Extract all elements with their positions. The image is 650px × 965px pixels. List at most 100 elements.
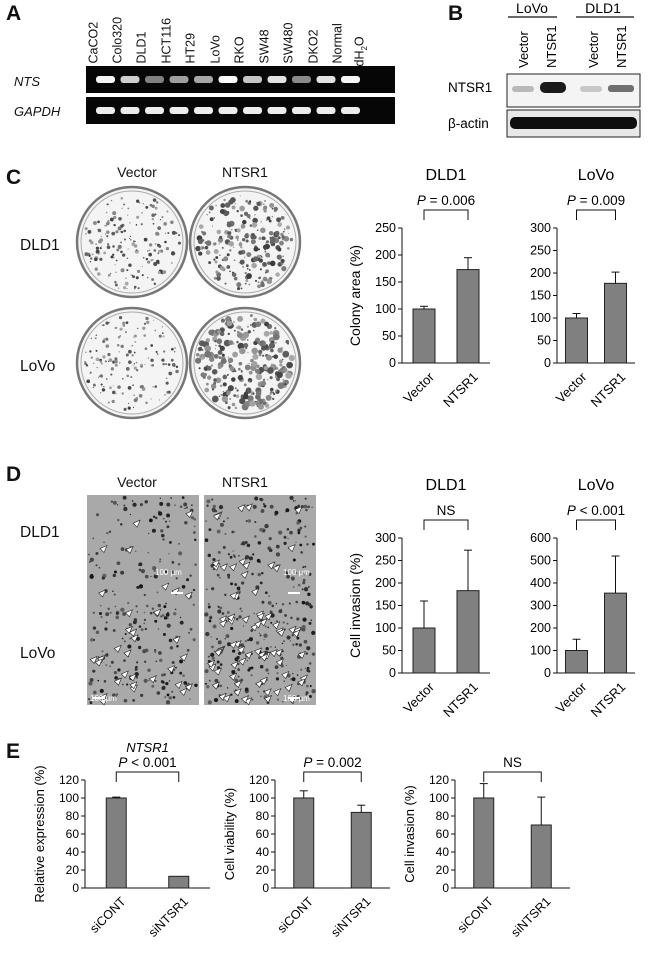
pore-dot	[155, 660, 158, 663]
pore-dot	[240, 543, 242, 545]
colony-dot	[286, 225, 290, 230]
colony-dot	[157, 249, 161, 253]
arrowhead-marker	[297, 678, 306, 687]
pore-dot	[110, 660, 114, 664]
pore-dot	[159, 501, 164, 506]
pore-dot	[215, 637, 219, 641]
colony-dot	[139, 385, 143, 389]
colony-dot	[211, 225, 214, 227]
pore-dot	[154, 679, 157, 683]
colony-dot	[131, 344, 134, 347]
colony-dot	[204, 350, 211, 358]
x-tick-label: NTSR1	[588, 679, 629, 720]
colony-dot	[106, 243, 110, 246]
colony-dot	[153, 249, 157, 252]
protein-label-ntsr1: NTSR1	[448, 80, 492, 95]
colony-dot	[95, 357, 100, 362]
y-tick-label: 250	[375, 554, 396, 568]
colony-dot	[118, 216, 122, 221]
pore-dot	[240, 643, 245, 647]
x-tick-label: siNTSR1	[508, 894, 553, 939]
pore-dot	[211, 645, 214, 649]
lane-label: DKO2	[306, 29, 321, 64]
colony-dot	[256, 201, 261, 207]
colony-dot	[112, 211, 117, 216]
colony-dot	[201, 246, 205, 249]
pore-dot	[310, 619, 313, 622]
colony-dot	[220, 318, 225, 323]
colony-dot	[265, 219, 268, 221]
colony-dot	[103, 338, 106, 341]
lane-label: SW48	[257, 29, 272, 64]
panel-letter-b: B	[448, 2, 464, 25]
colony-dot	[218, 356, 222, 360]
colony-dot	[127, 214, 129, 216]
pore-dot	[304, 565, 307, 568]
y-tick-label: 500	[530, 554, 551, 568]
pore-dot	[207, 553, 212, 558]
colony-dot	[168, 371, 173, 376]
band	[512, 86, 534, 92]
colony-dot	[157, 252, 160, 255]
colony-dot	[279, 363, 283, 367]
colony-dot	[126, 288, 128, 290]
y-tick-label: 20	[66, 863, 80, 877]
colony-dot	[271, 215, 274, 218]
colony-dot	[150, 259, 153, 262]
pore-dot	[290, 616, 293, 620]
colony-dot	[101, 324, 104, 326]
colony-dot	[135, 369, 139, 372]
colony-dot	[112, 385, 114, 387]
colony-dot	[138, 201, 141, 204]
lane-label: dH2O	[352, 36, 370, 67]
colony-dot	[123, 238, 127, 241]
pore-dot	[101, 576, 105, 580]
bar	[293, 797, 315, 889]
colony-dot	[88, 239, 92, 243]
pore-dot	[206, 685, 210, 689]
colony-dot	[94, 267, 98, 271]
arrowhead-marker	[148, 675, 157, 684]
pore-dot	[165, 612, 170, 617]
pore-dot	[268, 536, 272, 541]
pore-dot	[132, 698, 136, 702]
pore-dot	[251, 698, 254, 701]
pore-dot	[269, 504, 274, 509]
group-label-lovo: LoVo	[516, 0, 548, 16]
colony-dot	[104, 224, 107, 227]
colony-dot	[171, 230, 176, 235]
pore-dot	[282, 700, 284, 703]
pore-dot	[154, 619, 158, 623]
colony-dot	[247, 395, 254, 402]
pore-dot	[254, 521, 257, 524]
gel-band	[316, 76, 336, 83]
colony-dot	[276, 237, 278, 239]
pore-dot	[156, 591, 159, 594]
colony-dot	[238, 250, 243, 255]
pore-dot	[171, 561, 175, 564]
colony-dot	[282, 350, 290, 358]
colony-dot	[267, 325, 270, 328]
colony-dot	[270, 348, 274, 353]
arrowhead-marker	[174, 680, 183, 690]
colony-dot	[141, 212, 143, 214]
colony-dot	[214, 260, 218, 264]
arrowhead-marker	[244, 697, 253, 706]
arrowhead-marker	[277, 628, 286, 637]
pore-dot	[286, 635, 291, 640]
pore-dot	[311, 506, 313, 508]
pore-dot	[105, 653, 109, 657]
colony-dot	[236, 228, 241, 233]
pore-dot	[302, 581, 306, 585]
pore-dot	[261, 600, 265, 604]
significance-label: P < 0.001	[118, 755, 176, 770]
arrowhead-marker	[161, 582, 170, 591]
pore-dot	[304, 535, 307, 538]
colony-dot	[270, 277, 273, 279]
chart-title: LoVo	[578, 477, 615, 494]
colony-dot	[133, 244, 138, 248]
colony-dot	[218, 243, 220, 245]
pore-dot	[104, 627, 108, 631]
pore-dot	[168, 680, 171, 682]
colony-dot	[132, 364, 134, 366]
